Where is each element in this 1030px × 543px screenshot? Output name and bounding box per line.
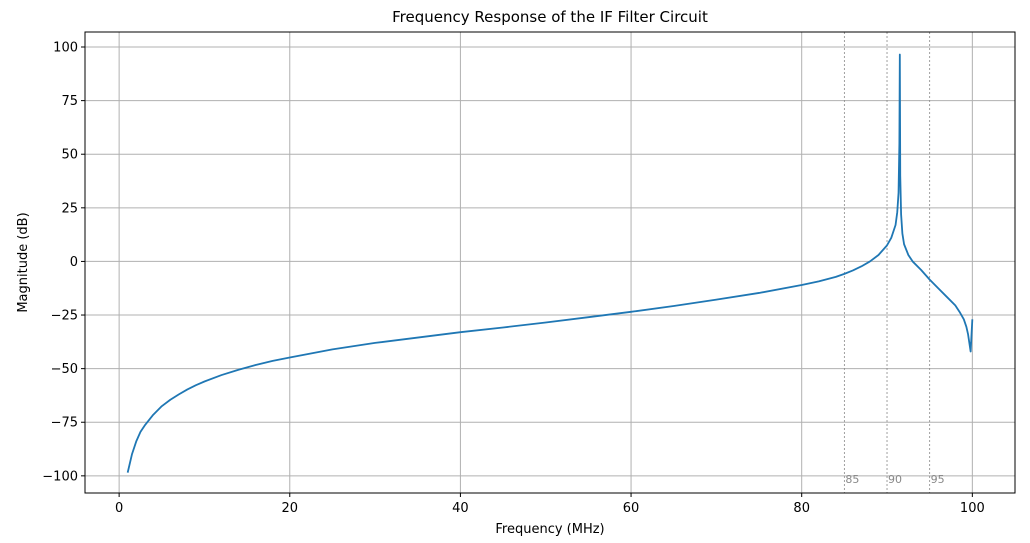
y-tick-label: −100 [42, 469, 78, 484]
y-tick-label: 50 [61, 148, 78, 163]
y-axis-label: Magnitude (dB) [16, 212, 31, 312]
frequency-marker-label: 90 [888, 473, 902, 486]
y-tick-label: −50 [51, 362, 78, 377]
y-tick-label: 0 [70, 255, 78, 270]
y-tick-label: 25 [61, 201, 78, 216]
x-tick-label: 80 [793, 501, 810, 516]
y-axis-ticks: −100 −75 −50 −25 0 25 50 75 100 [42, 41, 85, 484]
plot-frame [84, 31, 1016, 494]
x-axis-label: Frequency (MHz) [495, 522, 604, 537]
frequency-marker-label: 85 [845, 473, 859, 486]
frequency-markers: 85 90 95 [843, 32, 945, 493]
series-layer [126, 53, 974, 473]
x-tick-label: 40 [452, 501, 469, 516]
y-tick-label: 75 [61, 94, 78, 109]
series-line [126, 53, 974, 473]
x-tick-label: 0 [115, 501, 123, 516]
y-tick-label: −25 [51, 309, 78, 324]
grid [85, 32, 1015, 493]
chart-title: Frequency Response of the IF Filter Circ… [392, 8, 708, 26]
x-tick-label: 100 [960, 501, 985, 516]
x-tick-label: 20 [281, 501, 298, 516]
frequency-marker-label: 95 [931, 473, 945, 486]
y-tick-label: −75 [51, 416, 78, 431]
y-tick-label: 100 [53, 41, 78, 56]
x-axis-ticks: 0 20 40 60 80 100 [115, 493, 985, 516]
x-tick-label: 60 [623, 501, 640, 516]
